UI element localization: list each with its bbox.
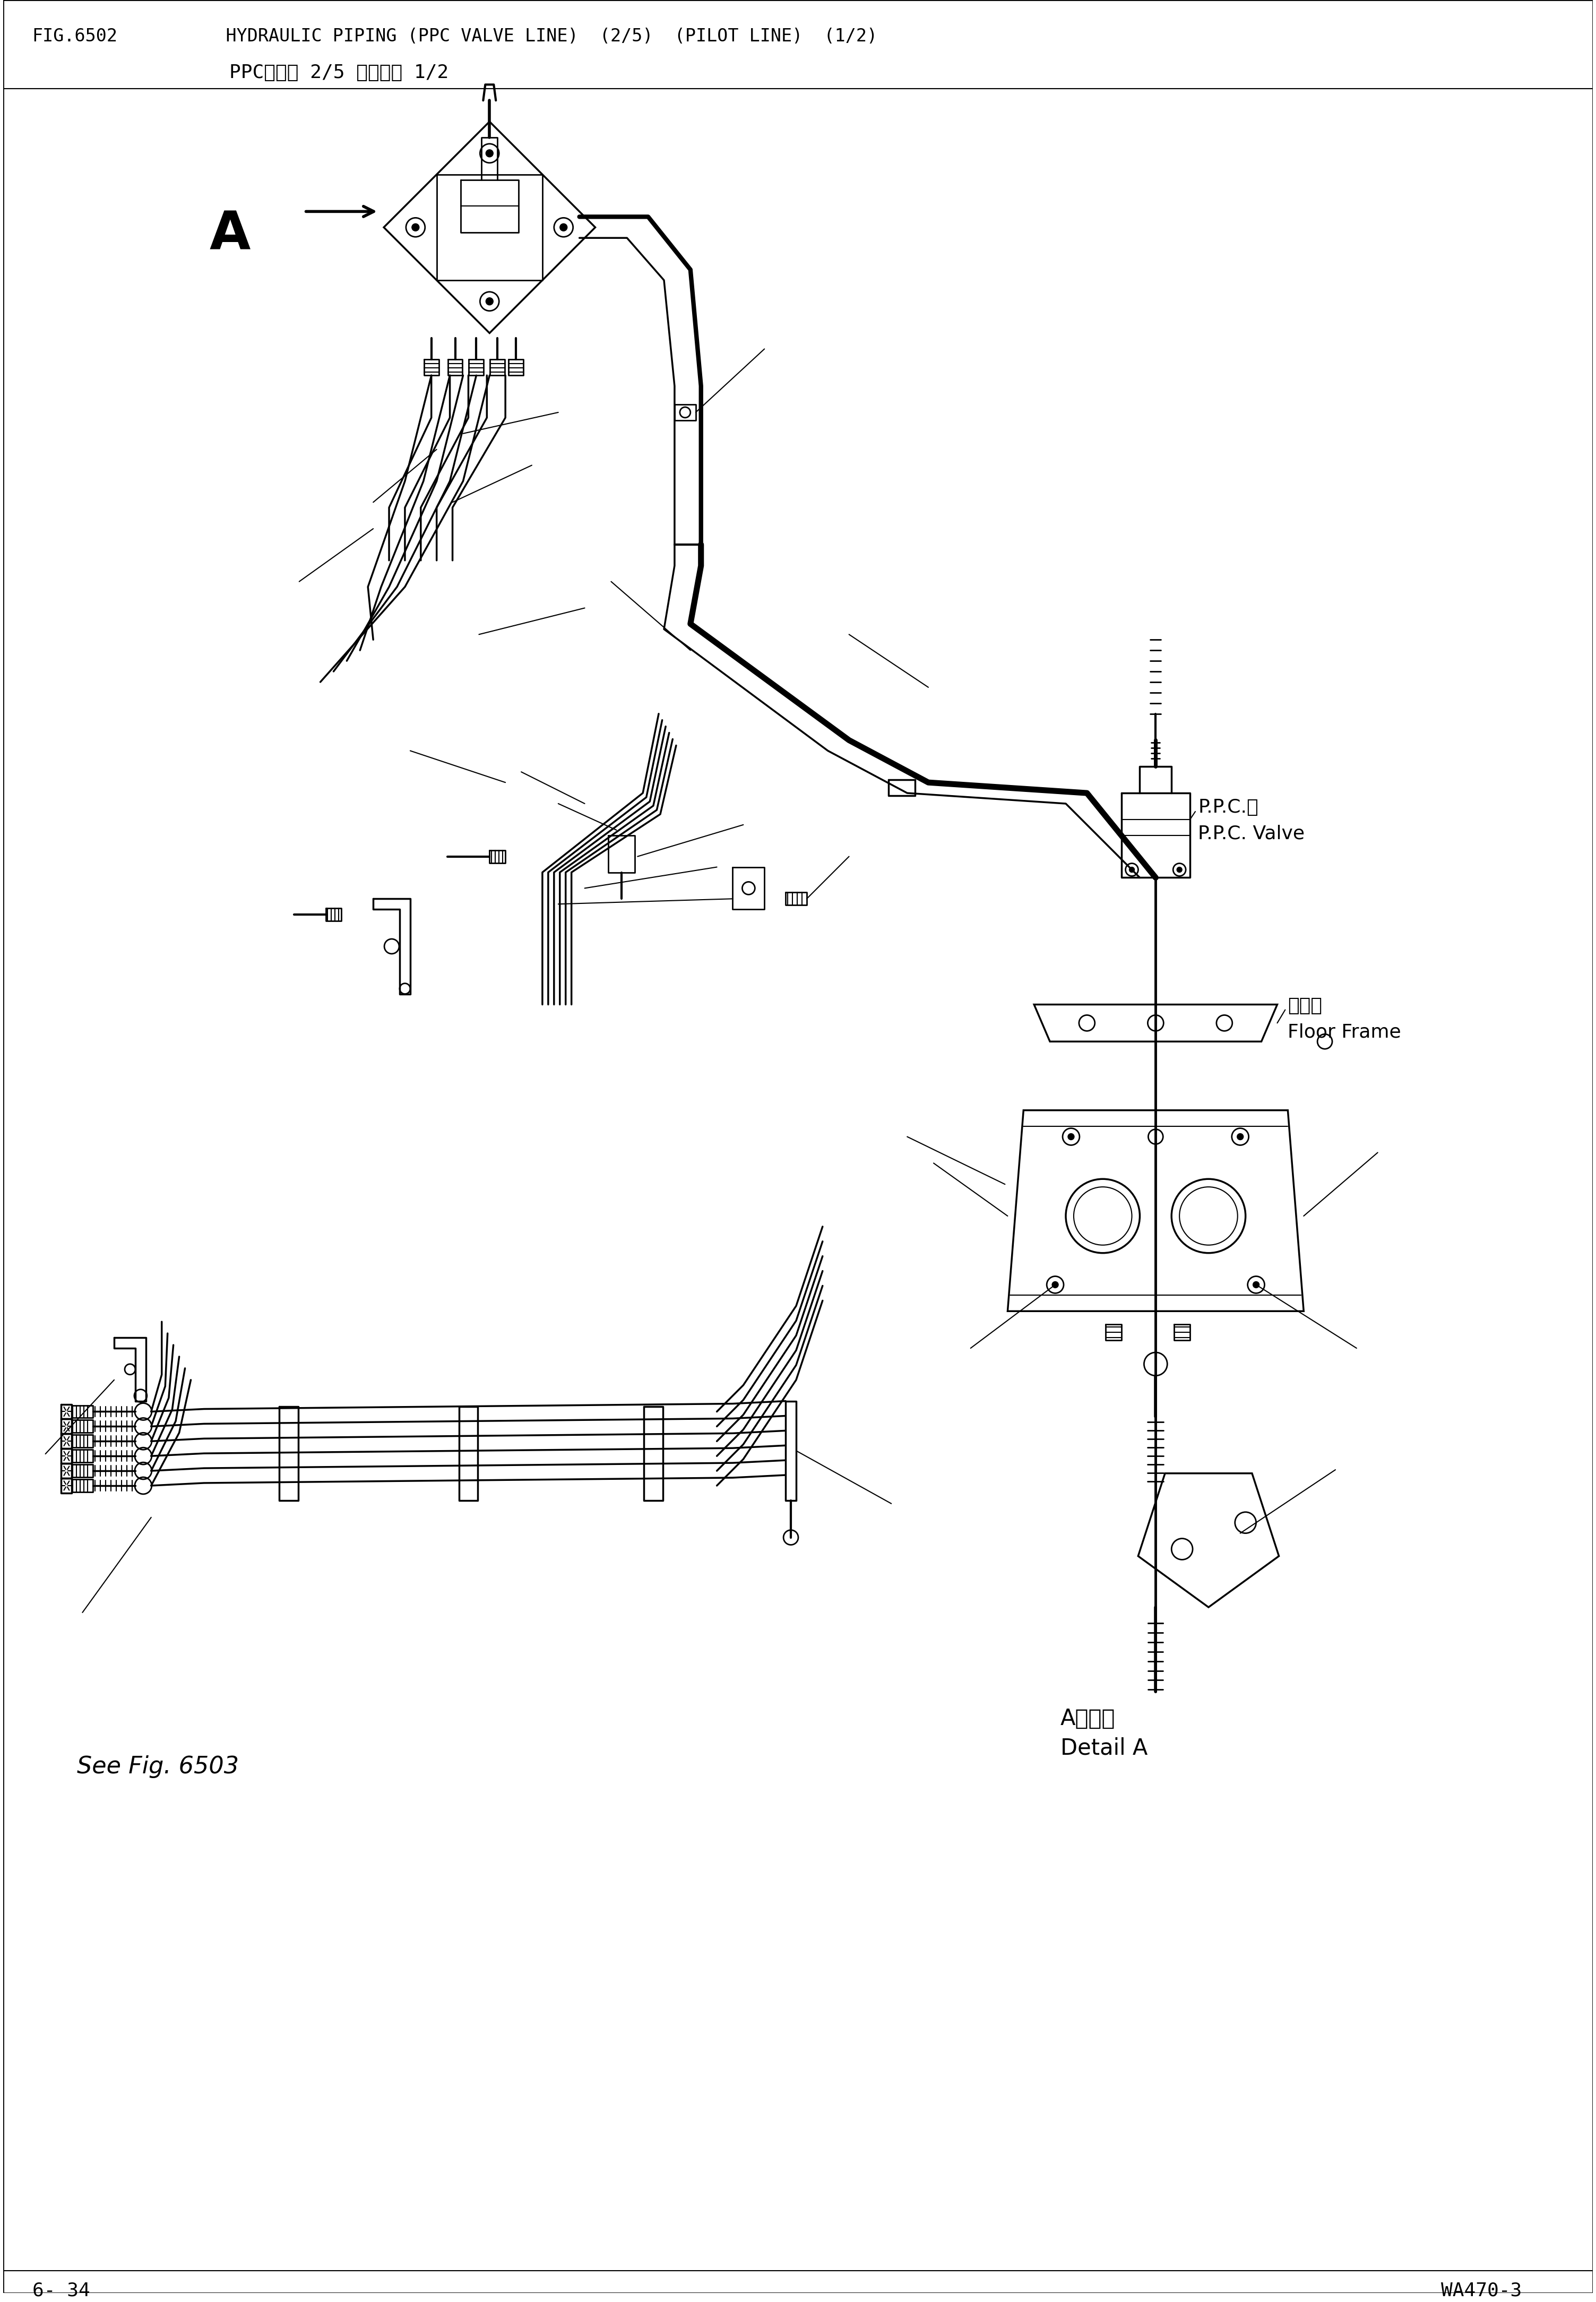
Text: Detail A: Detail A xyxy=(1060,1736,1148,1759)
Text: PPC阀管路 2/5 先导管路 1/2: PPC阀管路 2/5 先导管路 1/2 xyxy=(184,64,448,81)
Circle shape xyxy=(1176,868,1183,872)
Circle shape xyxy=(1052,1282,1058,1287)
Text: A: A xyxy=(209,209,251,260)
Text: HYDRAULIC PIPING (PPC VALVE LINE)  (2/5)  (PILOT LINE)  (1/2): HYDRAULIC PIPING (PPC VALVE LINE) (2/5) … xyxy=(184,28,878,46)
Text: P.P.C. Valve: P.P.C. Valve xyxy=(1199,824,1304,843)
Circle shape xyxy=(1068,1133,1074,1139)
Circle shape xyxy=(412,223,420,230)
Circle shape xyxy=(1130,868,1135,872)
Text: FIG.6502: FIG.6502 xyxy=(32,28,118,46)
Circle shape xyxy=(560,223,567,230)
Text: 地板架: 地板架 xyxy=(1288,997,1321,1015)
Text: A部详细: A部详细 xyxy=(1060,1708,1116,1731)
Circle shape xyxy=(485,297,493,306)
Text: Floor Frame: Floor Frame xyxy=(1288,1022,1401,1041)
Circle shape xyxy=(1237,1133,1243,1139)
Text: P.P.C.阀: P.P.C.阀 xyxy=(1199,799,1258,817)
Circle shape xyxy=(485,150,493,157)
Text: See Fig. 6503: See Fig. 6503 xyxy=(77,1754,239,1777)
Text: 6- 34: 6- 34 xyxy=(32,2281,89,2300)
Text: WA470-3: WA470-3 xyxy=(1441,2281,1523,2300)
Circle shape xyxy=(1253,1282,1259,1287)
